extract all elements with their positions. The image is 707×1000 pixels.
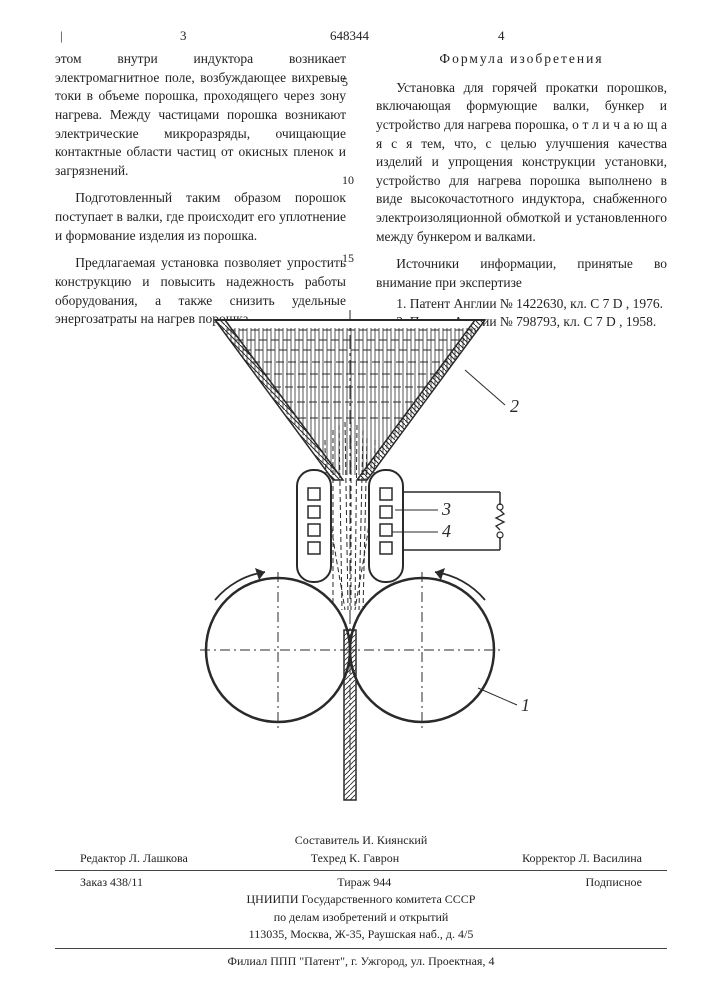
- print-row: Заказ 438/11 Тираж 944 Подписное: [55, 874, 667, 891]
- order: Заказ 438/11: [80, 874, 143, 891]
- claim-heading: Формула изобретения: [376, 50, 667, 69]
- text-columns: этом внутри индуктора возникает электром…: [55, 50, 667, 338]
- figure-label-2: 2: [510, 396, 519, 416]
- page-mark-left: |: [60, 28, 63, 44]
- figure-svg: 2 3 4 1: [145, 310, 555, 810]
- left-column: этом внутри индуктора возникает электром…: [55, 50, 346, 338]
- figure-label-1: 1: [521, 695, 530, 715]
- org-line-2: по делам изобретений и открытий: [55, 909, 667, 926]
- document-number: 648344: [330, 28, 369, 44]
- page: | 3 648344 4 5 10 15 этом внутри индукто…: [0, 0, 707, 1000]
- patent-figure: 2 3 4 1: [145, 310, 555, 810]
- org-line-1: ЦНИИПИ Государственного комитета СССР: [55, 891, 667, 908]
- techred: Техред К. Гаврон: [311, 850, 399, 867]
- claim-text: Установка для горячей прокатки порошков,…: [376, 79, 667, 247]
- figure-label-3: 3: [441, 499, 451, 519]
- figure-label-4: 4: [442, 521, 451, 541]
- imprint-footer: Составитель И. Киянский Редактор Л. Лашк…: [55, 832, 667, 970]
- line-number: 10: [342, 172, 354, 189]
- corrector: Корректор Л. Василина: [522, 850, 642, 867]
- podpisnoe: Подписное: [586, 874, 643, 891]
- compiler-line: Составитель И. Киянский: [55, 832, 667, 849]
- col-number-left: 3: [180, 28, 187, 44]
- sources-heading: Источники информации, принятые во вниман…: [376, 255, 667, 292]
- filial: Филиал ППП "Патент", г. Ужгород, ул. Про…: [55, 948, 667, 970]
- address: 113035, Москва, Ж-35, Раушская наб., д. …: [55, 926, 667, 943]
- col-number-right: 4: [498, 28, 505, 44]
- tirazh: Тираж 944: [337, 874, 391, 891]
- paragraph: этом внутри индуктора возникает электром…: [55, 50, 346, 180]
- line-number: 5: [342, 74, 348, 91]
- editor: Редактор Л. Лашкова: [80, 850, 188, 867]
- line-number: 15: [342, 250, 354, 267]
- credits-row: Редактор Л. Лашкова Техред К. Гаврон Кор…: [55, 850, 667, 867]
- right-column: Формула изобретения Установка для горяче…: [376, 50, 667, 338]
- paragraph: Подготовленный таким образом порошок пос…: [55, 189, 346, 245]
